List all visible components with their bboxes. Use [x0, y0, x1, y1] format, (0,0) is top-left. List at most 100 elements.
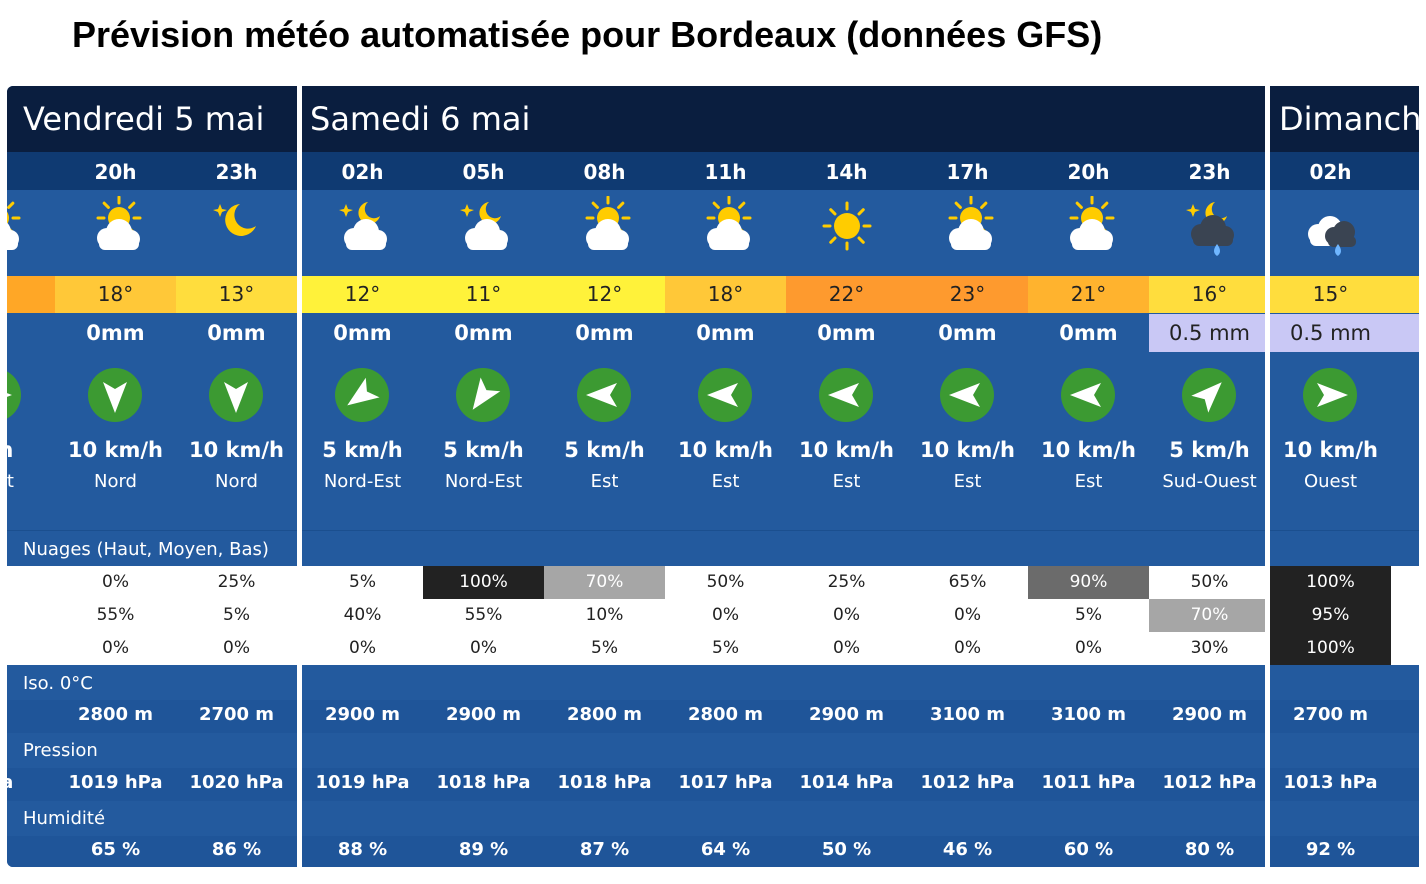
- wind-arrow-icon: [209, 368, 263, 422]
- wind-direction: uest: [7, 471, 14, 492]
- precipitation-cell: 0mm: [86, 321, 145, 345]
- row-band: [7, 665, 297, 700]
- clouds-row-label: Nuages (Haut, Moyen, Bas): [23, 539, 269, 560]
- row-band: [302, 530, 1265, 566]
- row-band: [302, 700, 1265, 733]
- humidity-value: 80 %: [1184, 839, 1235, 860]
- wind-arrow-icon: [819, 368, 873, 422]
- humidity-value: 89 %: [458, 839, 509, 860]
- hour-label: 23h: [215, 160, 258, 184]
- row-band: [1270, 768, 1419, 801]
- wind-direction: Sud-Ouest: [1162, 471, 1257, 492]
- humidity-value: 50 %: [821, 839, 872, 860]
- forecast-column: h°mn/huest%%%mhPa%: [7, 86, 55, 867]
- hour-label: 20h: [94, 160, 137, 184]
- moon-rain-cloud-icon: [1186, 202, 1234, 256]
- precipitation-cell: [1391, 314, 1419, 352]
- day-group-sunday: Dimanch 02h 15° 0.5 mm 10 km/h Ouest 100% 95% 1…: [1270, 86, 1419, 867]
- cloud-cover-cell: 25%: [176, 566, 297, 599]
- wind-speed: 10 km/h: [677, 438, 773, 462]
- temperature-cell: °: [7, 276, 55, 313]
- forecast-column: 23h 16° 0.5 mm 5 km/h Sud-Ouest 50% 70% 30% 2900…: [1149, 86, 1265, 867]
- row-band: [1270, 700, 1419, 733]
- row-band: [7, 836, 297, 867]
- iso-value: 2800 m: [687, 704, 764, 725]
- humidity-value: 92 %: [1305, 839, 1356, 860]
- cloud-cover-cell: 55%: [423, 599, 544, 632]
- hour-label: 08h: [583, 160, 626, 184]
- cloud-cover-cell: 50%: [665, 566, 786, 599]
- wind-speed: 10 km/h: [1282, 438, 1378, 462]
- cloud-cover-cell: 10%: [544, 599, 665, 632]
- forecast-board: Vendredi 5 mai h°mn/huest%%%mhPa%20h18°0…: [7, 86, 1419, 867]
- humidity-row-label: Humidité: [23, 808, 106, 829]
- cloud-cover-cell: 5%: [544, 632, 665, 665]
- forecast-column: 02h 12° 0mm 5 km/h Nord-Est 5% 40% 0% 2900 m 1019…: [302, 86, 423, 867]
- cloud-cover-cell: 5%: [1028, 599, 1149, 632]
- hour-label: 23h: [1188, 160, 1231, 184]
- pressure-value: 1018 hPa: [436, 772, 531, 793]
- wind-speed: 10 km/h: [1040, 438, 1136, 462]
- wind-arrow-icon: [698, 368, 752, 422]
- pressure-value: 1017 hPa: [678, 772, 773, 793]
- wind-arrow-icon: [88, 368, 142, 422]
- iso-value: 2800 m: [566, 704, 643, 725]
- sun-cloud-icon: [7, 201, 21, 250]
- row-band: [7, 700, 297, 733]
- row-band: [1270, 530, 1419, 566]
- precipitation-cell: 0mm: [1059, 321, 1118, 345]
- cloud-cover-cell: [1391, 566, 1419, 599]
- day-group-friday: Vendredi 5 mai h°mn/huest%%%mhPa%20h18°0…: [7, 86, 297, 867]
- wind-speed: 5 km/h: [1169, 438, 1250, 462]
- iso-value: 2: [1391, 704, 1419, 725]
- hour-label: 02h: [1309, 160, 1352, 184]
- temperature-cell: 15°: [1270, 276, 1391, 313]
- humidity-value: %: [7, 839, 55, 860]
- row-band: [1270, 733, 1419, 768]
- precipitation-cell: 0mm: [575, 321, 634, 345]
- forecast-column: 14h 22° 0mm 10 km/h Est 25% 0% 0% 2900 m 1014 hPa…: [786, 86, 907, 867]
- hour-label: 02h: [341, 160, 384, 184]
- pressure-value: 1011 hPa: [1041, 772, 1136, 793]
- temperature-cell: 23°: [907, 276, 1028, 313]
- row-band: [1270, 665, 1419, 700]
- day-title: Dimanch: [1279, 100, 1419, 138]
- cloud-cover-cell: 0%: [907, 599, 1028, 632]
- day-header: [302, 86, 1265, 152]
- sun-cloud-icon: [706, 196, 752, 250]
- pressure-row-label: Pression: [23, 740, 98, 761]
- precipitation-cell: m: [7, 314, 55, 352]
- cloud-cover-cell: 0%: [907, 632, 1028, 665]
- hour-bar: [302, 152, 1265, 190]
- wind-arrow-icon: [335, 368, 389, 422]
- day-group-saturday: Samedi 6 mai 02h 12° 0mm 5 km/h Nord-Est 5% 40…: [302, 86, 1265, 867]
- precipitation-cell: 0mm: [454, 321, 513, 345]
- cloud-cover-cell: 0%: [786, 599, 907, 632]
- cloud-cover-cell: 0%: [55, 632, 176, 665]
- wind-speed: 5 km/h: [322, 438, 403, 462]
- forecast-column: 20h 18° 0mm 10 km/h Nord 0% 55% 0% 2800 m 1019 hP…: [55, 86, 176, 867]
- row-band: [7, 733, 297, 768]
- forecast-column: 08h 12° 0mm 5 km/h Est 70% 10% 5% 2800 m 1018 hPa…: [544, 86, 665, 867]
- sun-cloud-icon: [948, 196, 994, 250]
- forecast-column: 23h 13° 0mm 10 km/h Nord 25% 5% 0% 2700 m 1020 hP…: [176, 86, 297, 867]
- temperature-cell: 18°: [55, 276, 176, 313]
- iso-value: 2900 m: [1171, 704, 1248, 725]
- pressure-value: 1014 hPa: [799, 772, 894, 793]
- day-header: [7, 86, 297, 152]
- precipitation-cell: 0mm: [333, 321, 392, 345]
- row-band: [7, 768, 297, 801]
- wind-direction: Nord: [215, 471, 258, 492]
- wind-speed: 10 km/h: [188, 438, 284, 462]
- iso-value: 3100 m: [929, 704, 1006, 725]
- temperature-cell: 12°: [302, 276, 423, 313]
- row-band: [302, 768, 1265, 801]
- temperature-cell: 11°: [423, 276, 544, 313]
- wind-speed: 10 km/h: [67, 438, 163, 462]
- wind-direction: Est: [832, 471, 861, 492]
- row-band: [302, 836, 1265, 867]
- page-title: Prévision météo automatisée pour Bordeau…: [72, 14, 1103, 55]
- rain-cloud-icon: [1308, 216, 1356, 256]
- row-band: [7, 530, 297, 566]
- cloud-cover-cell: 0%: [176, 632, 297, 665]
